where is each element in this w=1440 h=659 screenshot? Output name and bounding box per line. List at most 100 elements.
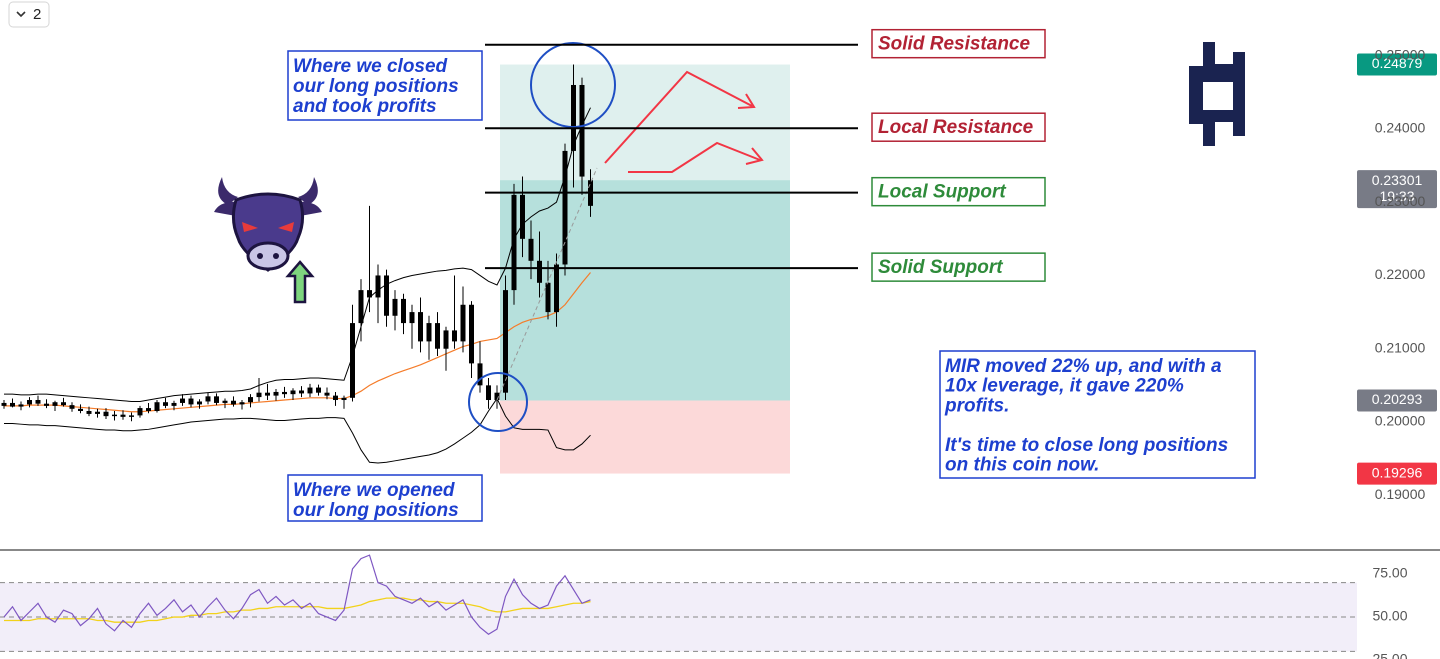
price-countdown: 19:33 [1379,188,1414,204]
candle-body [333,395,338,401]
candle-body [205,396,211,402]
candle-body [562,150,568,265]
level-box [871,112,1046,142]
candle-body [35,400,41,404]
level-box [871,252,1046,282]
candle-body [503,290,508,393]
candle-body [324,392,330,396]
candle-body [452,330,457,342]
note-box [287,50,483,121]
candle-body [469,304,474,364]
price-label-box [1357,53,1437,76]
note-text: profits. [944,395,1009,416]
candle-body [112,414,117,417]
candle-body [256,392,262,398]
candle-body [231,400,236,405]
candle-body [350,323,355,398]
candle-body [486,385,491,401]
note-text: 10x leverage, it gave 220% [945,376,1184,397]
candle-body [163,402,168,406]
price-label-box [1357,389,1437,412]
candle-body [418,312,423,342]
price-label: 0.23301 [1372,172,1423,188]
candle-body [460,304,466,342]
rsi-tick-label: 75.00 [1372,565,1407,581]
note-box [287,474,483,522]
candle-body [316,387,321,393]
price-label-box [1357,170,1437,209]
candle-body [188,398,194,405]
candle-body [78,408,83,411]
candle-body [10,402,15,407]
candle-body [18,404,24,407]
candle-body [477,363,483,386]
candle-body [554,264,559,313]
note-text: MIR moved 22% up, and with a [945,356,1222,377]
price-label: 0.20293 [1372,391,1423,407]
target-zone-lower [500,180,790,401]
button-frame[interactable] [8,1,50,28]
candle-body [197,401,202,405]
candle-body [44,403,49,406]
candle-body [579,84,585,177]
trend-dash [496,167,598,401]
candle-body [358,290,364,324]
candle-body [265,392,270,396]
candle-body [129,415,134,417]
candle-body [120,414,126,417]
note-text: our long positions [293,76,459,97]
button-label[interactable]: 2 [33,6,41,23]
rsi-ma-line [4,597,591,623]
candle-body [137,408,143,416]
level-label: Local Support [878,182,1006,203]
candle-body [409,312,415,324]
interval-button[interactable]: 2 [8,1,50,28]
price-label-box [1357,462,1437,485]
level-label: Solid Resistance [878,34,1030,55]
candle-body [282,391,287,395]
arrow-head [737,93,756,109]
candle-body [154,402,160,411]
highlight-circle [468,372,528,432]
note-text: on this coin now. [945,455,1099,476]
level-label: Solid Support [878,257,1003,278]
candle-body [171,402,177,406]
note-text: It's time to close long positions [945,435,1228,456]
candle-body [494,392,500,401]
rsi-tick-label: 25.00 [1372,651,1407,659]
candle-body [180,398,185,403]
candle-body [52,402,58,406]
candle-body [426,323,432,342]
candle-body [435,323,440,349]
bull-icon [214,177,322,304]
candle-body [69,405,75,409]
projection-arrow [628,141,761,173]
bollinger-lower [4,397,591,464]
candle-body [273,391,279,396]
candle-body [443,330,449,349]
price-label: 0.19296 [1372,464,1423,480]
candle-body [571,84,576,151]
candle-body [214,396,219,403]
candle-body [384,275,389,316]
chevron[interactable] [16,11,26,18]
arrow-head [745,147,764,165]
candle-body [248,397,253,403]
candle-body [103,411,109,417]
candle-body [528,238,534,261]
candle-body [222,400,228,403]
y-tick-label: 0.21000 [1375,339,1426,355]
candle-body [392,298,398,316]
candle-body [367,290,372,298]
coin-logo [1189,42,1245,146]
rsi-tick-label: 50.00 [1372,608,1407,624]
candle-body [61,402,66,406]
y-tick-label: 0.25000 [1375,46,1426,62]
note-box [939,350,1256,479]
candle-body [401,298,406,324]
target-zone-upper [500,64,790,181]
candle-body [299,390,304,394]
candle-body [290,390,296,395]
candle-body [341,397,347,401]
